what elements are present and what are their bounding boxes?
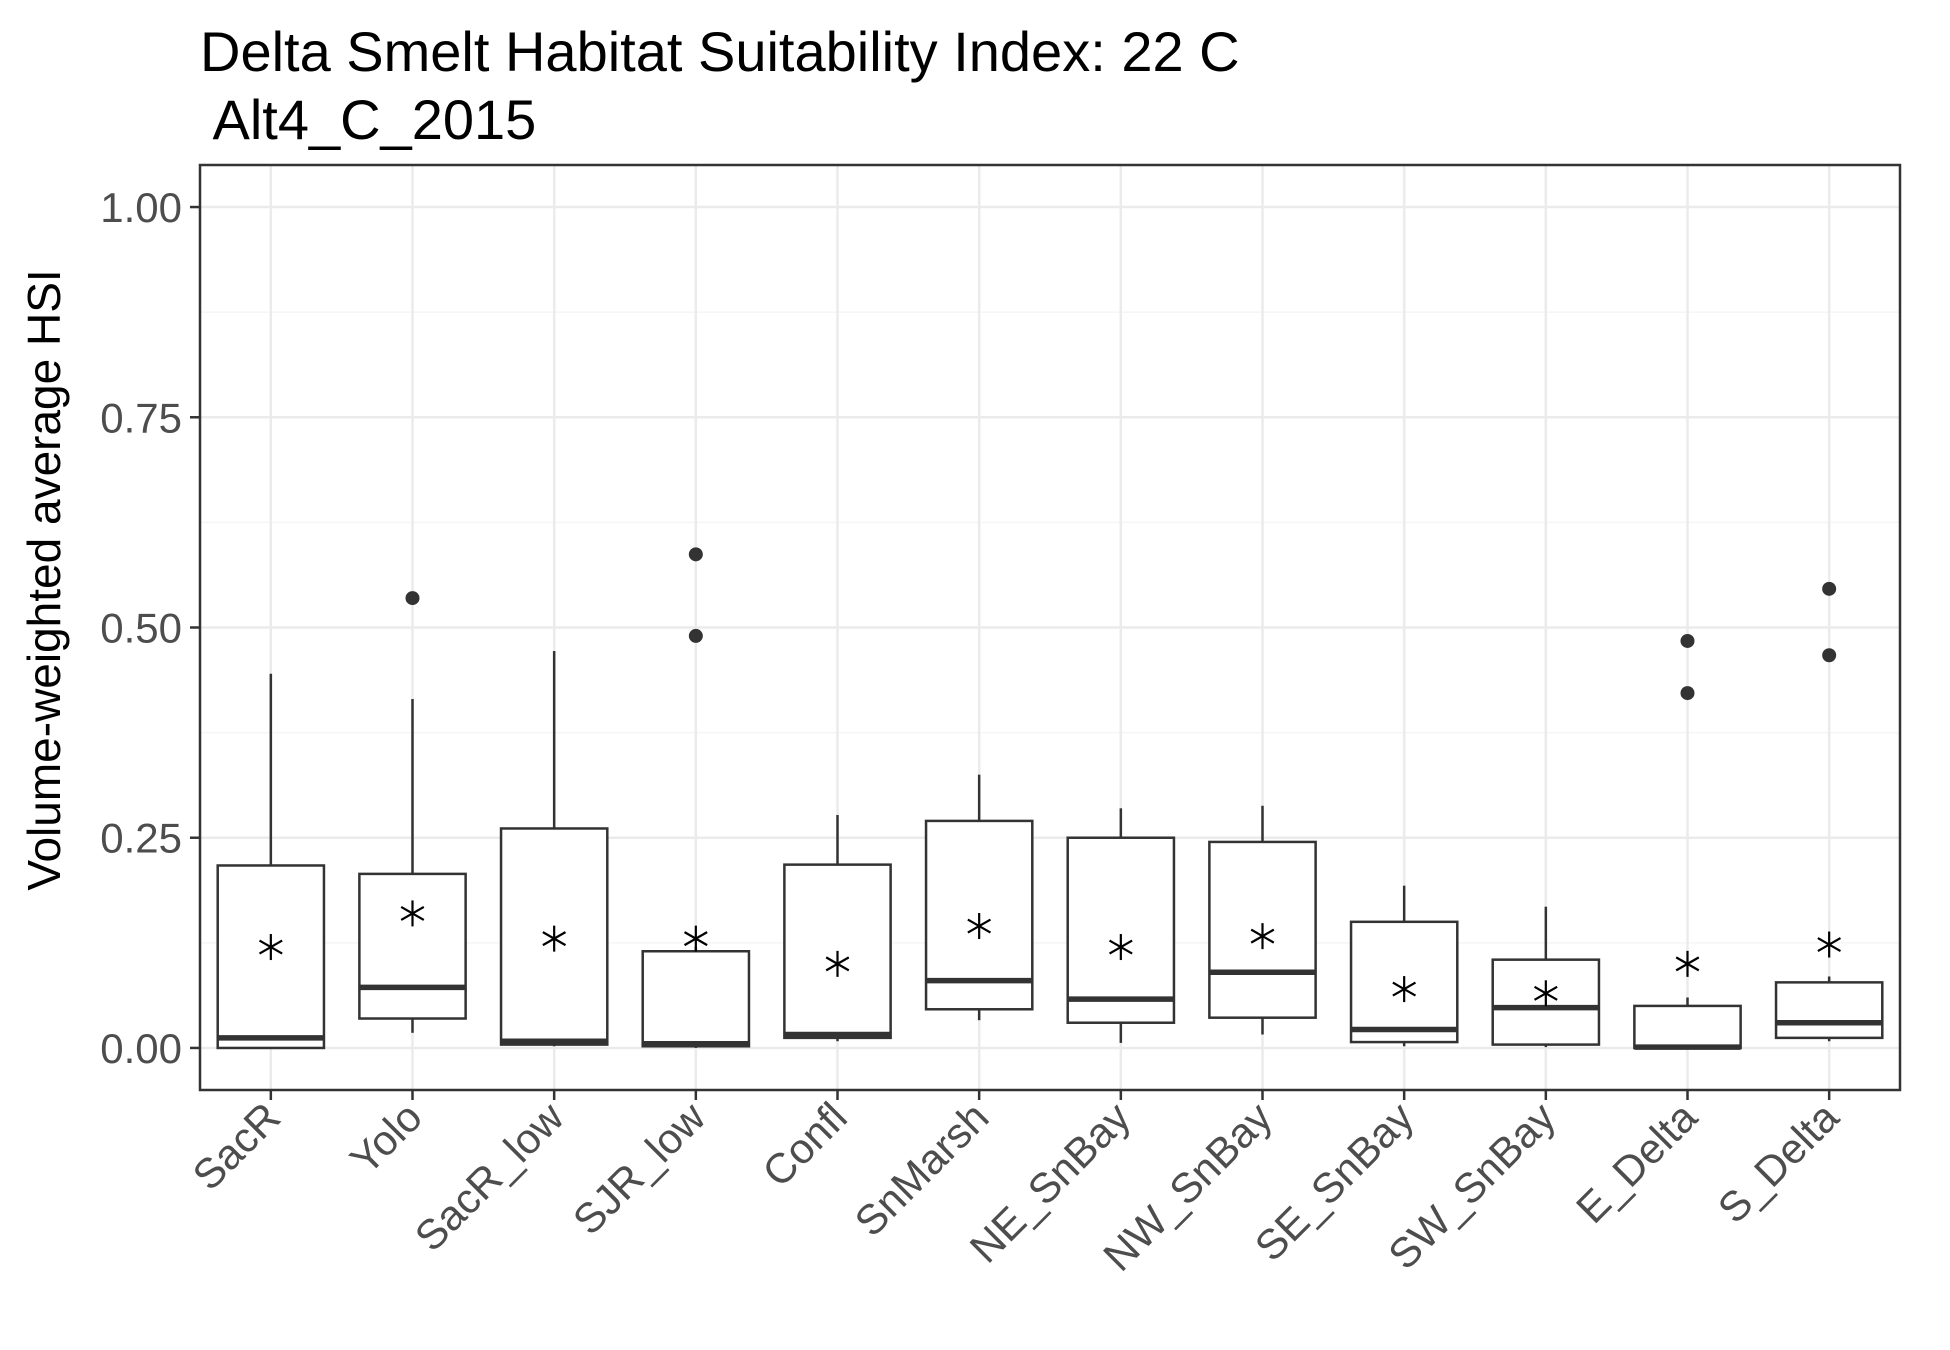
mean-marker-stroke [683, 931, 708, 947]
x-tick-label-Confl: Confl [753, 1093, 856, 1196]
box-SE_SnBay [1349, 885, 1459, 1047]
iqr-box [1633, 1004, 1742, 1050]
outlier-point [405, 591, 420, 606]
mean-marker-stroke [967, 918, 992, 934]
iqr-box [358, 872, 467, 1020]
box-SJR_low [641, 547, 751, 1048]
chart-title-line-1: Delta Smelt Habitat Suitability Index: 2… [200, 20, 1240, 83]
mean-marker [683, 925, 708, 952]
box-E_Delta [1633, 633, 1742, 1050]
mean-marker-stroke [1250, 928, 1275, 944]
box-Confl [783, 815, 892, 1042]
mean-marker [967, 913, 992, 940]
outlier-point [688, 628, 703, 643]
x-tick-label-SacR_low: SacR_low [406, 1093, 573, 1260]
iqr-box [1774, 981, 1884, 1040]
mean-marker-stroke [1108, 939, 1133, 955]
x-tick-label-E_Delta: E_Delta [1567, 1093, 1706, 1232]
box-NE_SnBay [1066, 808, 1176, 1043]
outlier-point [1822, 648, 1837, 663]
x-tick-label-SJR_low: SJR_low [564, 1093, 715, 1244]
box-SW_SnBay [1491, 906, 1601, 1048]
iqr-box [641, 950, 751, 1048]
box-SacR [216, 673, 326, 1050]
box-SnMarsh [924, 774, 1034, 1021]
mean-marker-stroke [1533, 985, 1558, 1001]
box-SacR_low [499, 651, 609, 1047]
y-tick-label: 0.25 [100, 815, 182, 862]
mean-marker [1392, 976, 1417, 1003]
x-tick-label-SnMarsh: SnMarsh [845, 1093, 997, 1245]
mean-marker [258, 934, 283, 961]
outlier-point [1680, 686, 1695, 701]
mean-marker-stroke [1392, 981, 1417, 997]
outlier-point [1680, 633, 1695, 648]
box-Yolo [358, 591, 467, 1033]
box-S_Delta [1774, 581, 1884, 1042]
iqr-box [1066, 836, 1176, 1024]
box-NW_SnBay [1208, 805, 1317, 1035]
mean-marker [1675, 950, 1700, 977]
mean-marker-stroke [258, 939, 283, 955]
chart-title-line-2: Alt4_C_2015 [200, 88, 537, 151]
mean-marker-stroke [825, 956, 850, 972]
outlier-point [1822, 581, 1837, 596]
mean-marker-stroke [542, 931, 567, 947]
y-axis-label: Volume-weighted average HSI [18, 269, 70, 890]
box-layer [216, 547, 1884, 1050]
iqr-box [1208, 840, 1317, 1019]
mean-marker [400, 900, 425, 927]
y-tick-label: 0.75 [100, 394, 182, 441]
mean-marker-stroke [1817, 937, 1842, 952]
mean-marker [1533, 980, 1558, 1007]
mean-marker [1108, 934, 1133, 961]
y-tick-label: 0.00 [100, 1025, 182, 1072]
mean-marker [1817, 931, 1842, 958]
x-tick-label-SacR: SacR [183, 1093, 289, 1199]
x-tick-label-Yolo: Yolo [341, 1093, 431, 1183]
mean-marker [542, 925, 567, 952]
mean-marker-stroke [1675, 956, 1700, 972]
mean-marker [825, 950, 850, 977]
mean-marker [1250, 923, 1275, 950]
y-tick-label: 0.50 [100, 605, 182, 652]
x-tick-label-S_Delta: S_Delta [1709, 1093, 1848, 1232]
mean-marker-stroke [400, 905, 425, 921]
y-tick-label: 1.00 [100, 184, 182, 231]
outlier-point [688, 547, 703, 562]
